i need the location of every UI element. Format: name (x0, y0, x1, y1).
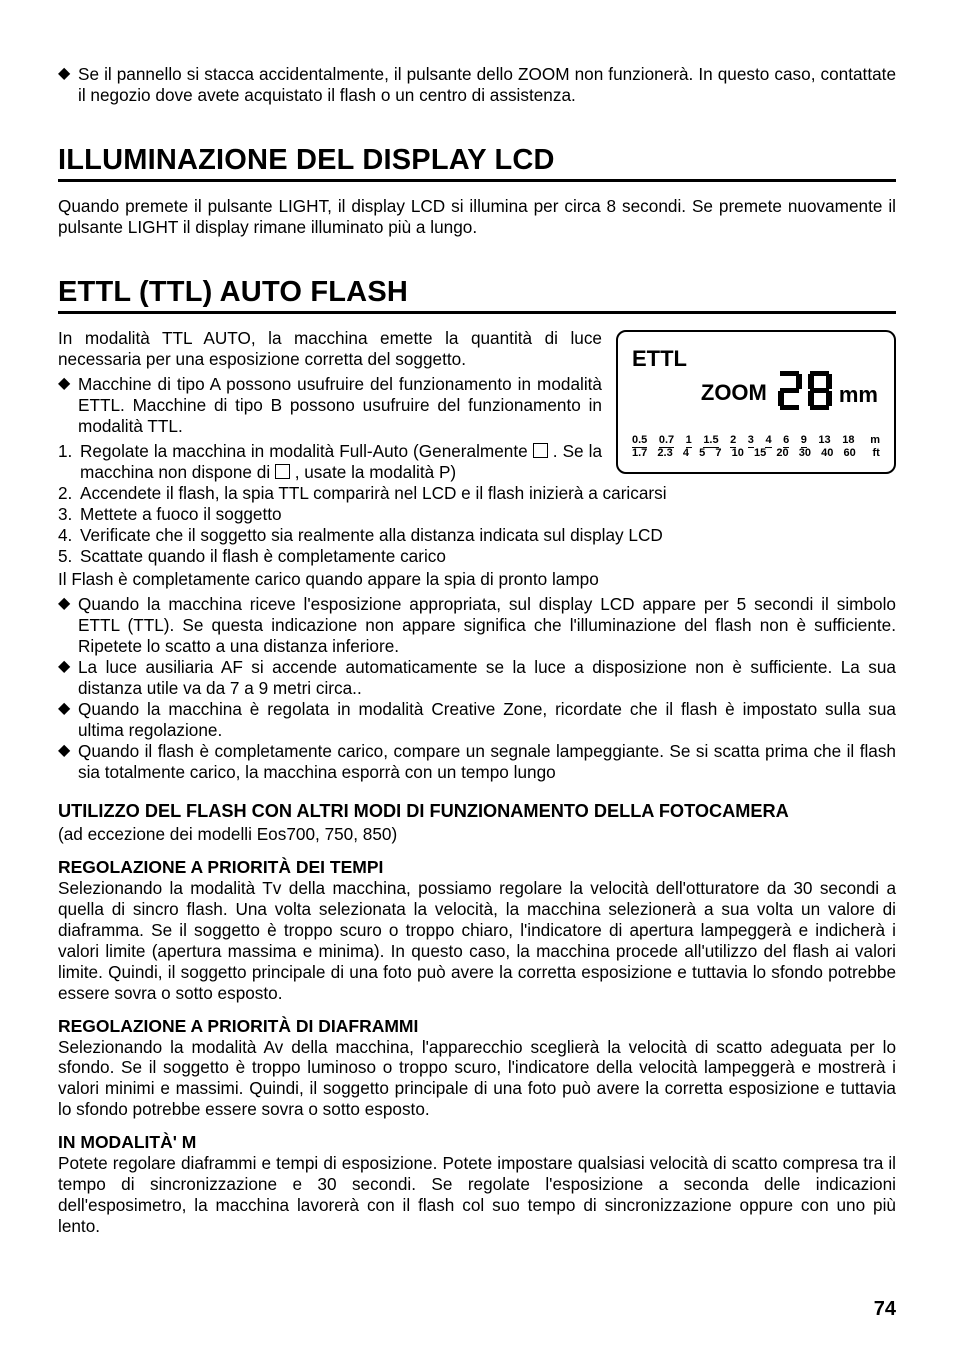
page-number: 74 (874, 1298, 896, 1321)
lcd-scale-ft-value: 30 (799, 448, 811, 460)
lcd-scale-m-value: 1.5 (703, 435, 718, 449)
step-1-text: Regolate la macchina in modalità Full-Au… (80, 441, 602, 483)
lcd-scale-ft-value: 7 (715, 448, 721, 460)
step-3-text: Mettete a fuoco il soggetto (80, 504, 896, 525)
lcd-scale-ft-value: 15 (754, 448, 766, 460)
subhead-other-modes: UTILIZZO DEL FLASH CON ALTRI MODI DI FUN… (58, 801, 896, 822)
step-2-num: 2. (58, 483, 80, 504)
diamond-icon: ◆ (58, 64, 78, 106)
lcd-scale-m-value: 0.5 (632, 435, 647, 449)
lcd-scale-ft-value: 1.7 (632, 448, 647, 460)
lcd-scale-ft-value: 2.3 (657, 448, 672, 460)
sec2-bullet-machines-text: Macchine di tipo A possono usufruire del… (78, 374, 602, 437)
av-paragraph: Selezionando la modalità Av della macchi… (58, 1037, 896, 1121)
lcd-scale-m-value: 6 (783, 435, 789, 449)
post-steps-line: Il Flash è completamente carico quando a… (58, 569, 896, 590)
lcd-distance-scales: 0.50.711.5234691318m 1.72.34571015203040… (632, 435, 880, 460)
lcd-scale-m-value: m (866, 435, 880, 449)
lcd-zoom-line: ZOOM (701, 370, 878, 412)
lcd-scale-m-value: 2 (730, 435, 736, 449)
lcd-seven-segment-28 (777, 370, 835, 412)
section-title-illuminazione: ILLUMINAZIONE DEL DISPLAY LCD (58, 144, 896, 177)
lcd-scale-ft-value: 10 (732, 448, 744, 460)
square-icon (275, 464, 290, 479)
step-4: 4. Verificate che il soggetto sia realme… (58, 525, 896, 546)
lcd-scale-ft-value: 5 (699, 448, 705, 460)
step-4-text: Verificate che il soggetto sia realmente… (80, 525, 896, 546)
diamond-icon: ◆ (58, 657, 78, 699)
lcd-scale-m-value: 0.7 (659, 435, 674, 449)
lcd-scale-feet: 1.7 2.3 457 10 15 20 30 40 60 ft (632, 448, 880, 460)
lcd-scale-ft-value: 20 (776, 448, 788, 460)
page: ◆ Se il pannello si stacca accidentalmen… (0, 0, 954, 1357)
lcd-scale-m-value: 9 (801, 435, 807, 449)
step-1-text-a: Regolate la macchina in modalità Full-Au… (80, 441, 533, 461)
step-5: 5. Scattate quando il flash è completame… (58, 546, 896, 567)
step-2: 2. Accendete il flash, la spia TTL compa… (58, 483, 896, 504)
note-2: ◆ La luce ausiliaria AF si accende autom… (58, 657, 896, 699)
lcd-scale-meters: 0.5 0.7 1 1.5 23469 13 18 m (632, 435, 880, 449)
diamond-icon: ◆ (58, 699, 78, 741)
intro-bullet-text: Se il pannello si stacca accidentalmente… (78, 64, 896, 106)
note-4: ◆ Quando il flash è completamente carico… (58, 741, 896, 783)
diamond-icon: ◆ (58, 594, 78, 657)
step-1: 1. Regolate la macchina in modalità Full… (58, 441, 602, 483)
section-rule (58, 179, 896, 182)
lcd-scale-m-value: 13 (818, 435, 830, 449)
lcd-ettl-label: ETTL (632, 346, 687, 372)
sec1-paragraph: Quando premete il pulsante LIGHT, il dis… (58, 196, 896, 238)
section-title-ettl: ETTL (TTL) AUTO FLASH (58, 276, 896, 309)
tv-paragraph: Selezionando la modalità Tv della macchi… (58, 878, 896, 1004)
subhead-av: REGOLAZIONE A PRIORITÀ DI DIAFRAMMI (58, 1016, 896, 1037)
subhead-other-modes-note: (ad eccezione dei modelli Eos700, 750, 8… (58, 824, 896, 845)
step-2-text: Accendete il flash, la spia TTL comparir… (80, 483, 896, 504)
note-3: ◆ Quando la macchina è regolata in modal… (58, 699, 896, 741)
lcd-illustration: ETTL ZOOM (616, 330, 896, 474)
lcd-scale-ft-value: 4 (683, 448, 689, 460)
step-4-num: 4. (58, 525, 80, 546)
lcd-scale-ft-value: 60 (843, 448, 855, 460)
step-5-num: 5. (58, 546, 80, 567)
sec2-bullet-machines: ◆ Macchine di tipo A possono usufruire d… (58, 374, 602, 437)
m-paragraph: Potete regolare diaframmi e tempi di esp… (58, 1153, 896, 1237)
lcd-zoom-unit: mm (839, 382, 878, 408)
subhead-tv: REGOLAZIONE A PRIORITÀ DEI TEMPI (58, 857, 896, 878)
lcd-scale-m-value: 1 (686, 435, 692, 449)
step-1-num: 1. (58, 441, 80, 483)
lcd-scale-ft-value: ft (866, 448, 880, 460)
step-3: 3. Mettete a fuoco il soggetto (58, 504, 896, 525)
lcd-panel: ETTL ZOOM (616, 330, 896, 474)
section-rule-2 (58, 311, 896, 314)
step-3-num: 3. (58, 504, 80, 525)
square-icon (533, 443, 548, 458)
step-1-text-c: , usate la modalità P) (295, 462, 456, 482)
lcd-scale-m-value: 4 (765, 435, 771, 449)
note-4-text: Quando il flash è completamente carico, … (78, 741, 896, 783)
lcd-scale-m-value: 18 (842, 435, 854, 449)
note-1-text: Quando la macchina riceve l'esposizione … (78, 594, 896, 657)
lcd-scale-m-value: 3 (748, 435, 754, 449)
note-1: ◆ Quando la macchina riceve l'esposizion… (58, 594, 896, 657)
lcd-scale-ft-value: 40 (821, 448, 833, 460)
diamond-icon: ◆ (58, 741, 78, 783)
subhead-m: IN MODALITÀ' M (58, 1132, 896, 1153)
note-3-text: Quando la macchina è regolata in modalit… (78, 699, 896, 741)
lcd-zoom-word: ZOOM (701, 380, 767, 406)
diamond-icon: ◆ (58, 374, 78, 437)
step-5-text: Scattate quando il flash è completamente… (80, 546, 896, 567)
intro-bullet: ◆ Se il pannello si stacca accidentalmen… (58, 64, 896, 106)
note-2-text: La luce ausiliaria AF si accende automat… (78, 657, 896, 699)
